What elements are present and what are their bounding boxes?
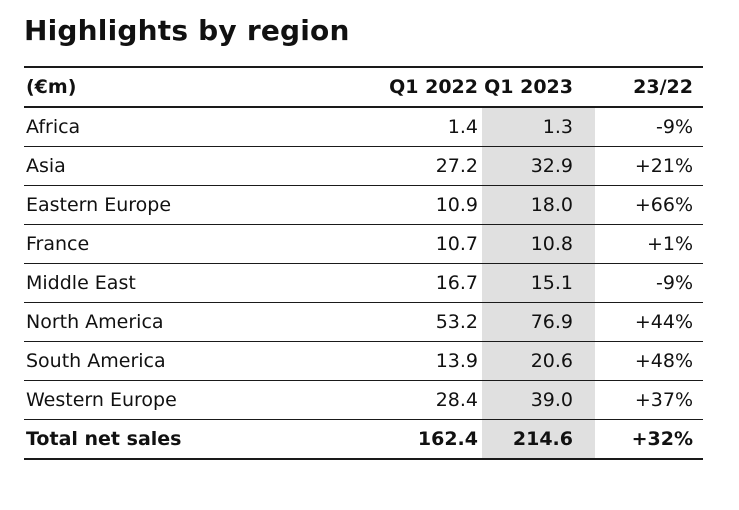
page-title: Highlights by region (24, 14, 350, 47)
column-header-q1-2022: Q1 2022 (366, 66, 482, 108)
total-label: Total net sales (24, 419, 366, 460)
table-header-row: (€m) Q1 2022 Q1 2023 23/22 (24, 66, 703, 108)
region-name: Western Europe (24, 380, 366, 420)
value-change: -9% (595, 263, 703, 303)
value-q1-2022: 28.4 (366, 380, 482, 420)
value-q1-2023: 10.8 (482, 224, 595, 264)
value-q1-2022: 27.2 (366, 146, 482, 186)
table-row: North America 53.2 76.9 +44% (24, 302, 703, 342)
region-name: North America (24, 302, 366, 342)
value-change: +1% (595, 224, 703, 264)
value-q1-2023: 32.9 (482, 146, 595, 186)
region-name: Middle East (24, 263, 366, 303)
total-q1-2023: 214.6 (482, 419, 595, 460)
value-q1-2023: 1.3 (482, 107, 595, 147)
value-change: +66% (595, 185, 703, 225)
value-q1-2023: 18.0 (482, 185, 595, 225)
value-q1-2022: 53.2 (366, 302, 482, 342)
table-row: France 10.7 10.8 +1% (24, 224, 703, 264)
value-change: +21% (595, 146, 703, 186)
total-q1-2022: 162.4 (366, 419, 482, 460)
column-header-unit: (€m) (24, 66, 366, 108)
value-q1-2023: 76.9 (482, 302, 595, 342)
value-change: +44% (595, 302, 703, 342)
value-change: -9% (595, 107, 703, 147)
value-q1-2022: 1.4 (366, 107, 482, 147)
value-q1-2023: 15.1 (482, 263, 595, 303)
regional-sales-table: (€m) Q1 2022 Q1 2023 23/22 Africa 1.4 1.… (24, 66, 703, 460)
value-q1-2022: 10.7 (366, 224, 482, 264)
table-row: Middle East 16.7 15.1 -9% (24, 263, 703, 303)
value-q1-2022: 16.7 (366, 263, 482, 303)
total-change: +32% (595, 419, 703, 460)
value-q1-2023: 20.6 (482, 341, 595, 381)
region-name: France (24, 224, 366, 264)
value-change: +37% (595, 380, 703, 420)
table-row: Eastern Europe 10.9 18.0 +66% (24, 185, 703, 225)
region-name: Eastern Europe (24, 185, 366, 225)
table-row: Africa 1.4 1.3 -9% (24, 107, 703, 147)
total-row: Total net sales 162.4 214.6 +32% (24, 419, 703, 460)
table-row: South America 13.9 20.6 +48% (24, 341, 703, 381)
table-row: Western Europe 28.4 39.0 +37% (24, 380, 703, 420)
value-q1-2023: 39.0 (482, 380, 595, 420)
region-name: South America (24, 341, 366, 381)
region-name: Africa (24, 107, 366, 147)
value-change: +48% (595, 341, 703, 381)
value-q1-2022: 10.9 (366, 185, 482, 225)
table-row: Asia 27.2 32.9 +21% (24, 146, 703, 186)
column-header-change: 23/22 (595, 66, 703, 108)
region-name: Asia (24, 146, 366, 186)
column-header-q1-2023: Q1 2023 (482, 66, 595, 108)
value-q1-2022: 13.9 (366, 341, 482, 381)
